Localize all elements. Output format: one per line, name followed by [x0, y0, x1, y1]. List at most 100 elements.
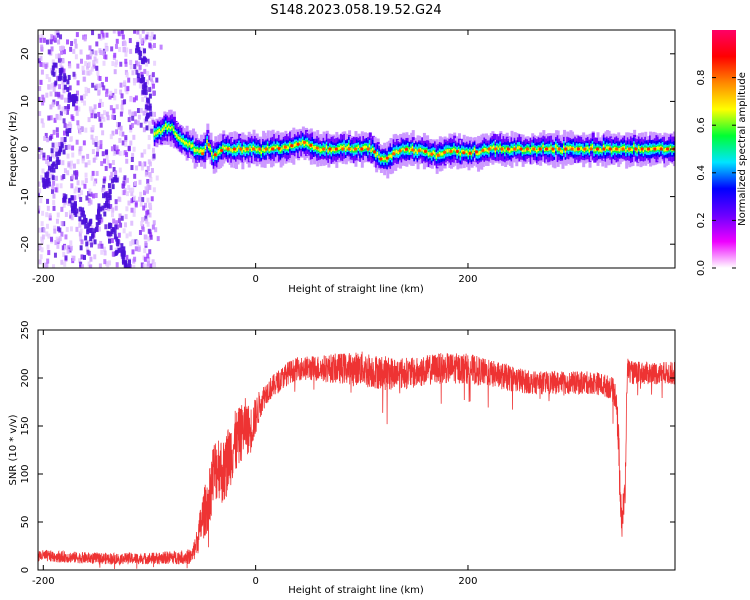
streak-dot: [84, 235, 88, 241]
noise-dot: [115, 104, 119, 110]
ridge-cell: [451, 148, 455, 153]
streak-dot: [146, 105, 150, 111]
ridge-cell: [559, 149, 563, 153]
ridge-cell: [340, 145, 344, 150]
noise-dot: [62, 173, 66, 179]
noise-dot: [50, 67, 54, 73]
noise-dot: [99, 140, 103, 146]
streak-dot: [102, 193, 106, 199]
streak-dot: [144, 89, 148, 95]
ridge-cell: [588, 149, 592, 153]
noise-dot: [95, 83, 99, 89]
ridge-peak: [341, 147, 345, 151]
noise-dot: [38, 154, 42, 160]
streak-dot: [95, 214, 99, 220]
noise-dot: [111, 92, 115, 98]
noise-dot: [78, 211, 82, 217]
noise-dot: [40, 239, 44, 245]
noise-dot: [95, 41, 99, 47]
y-tick-label: -10: [20, 188, 31, 204]
noise-dot: [134, 119, 138, 125]
noise-dot: [81, 180, 85, 186]
noise-dot: [100, 101, 104, 107]
snr-line: [38, 351, 675, 570]
noise-dot: [93, 254, 97, 260]
noise-dot: [146, 253, 150, 259]
ridge-cell: [263, 149, 267, 152]
noise-dot: [138, 83, 142, 89]
ridge-peak: [245, 147, 249, 151]
streak-dot: [66, 79, 70, 85]
noise-dot: [150, 168, 154, 174]
ridge-cell: [631, 148, 635, 152]
noise-dot: [57, 104, 61, 110]
noise-dot: [139, 122, 143, 128]
noise-dot: [147, 144, 151, 150]
noise-dot: [129, 124, 133, 130]
ridge-cell: [222, 145, 226, 149]
noise-dot: [48, 173, 52, 179]
noise-dot: [133, 180, 137, 186]
noise-dot: [136, 108, 140, 114]
noise-dot: [146, 58, 150, 64]
noise-dot: [38, 86, 42, 92]
noise-dot: [118, 213, 122, 219]
streak-dot: [52, 62, 56, 68]
noise-dot: [60, 175, 64, 181]
x-tick-label: -200: [32, 576, 55, 587]
noise-dot: [99, 240, 103, 246]
ridge-cell: [293, 143, 297, 147]
ridge-cell: [604, 148, 608, 151]
noise-dot: [52, 35, 56, 41]
streak-dot: [122, 246, 126, 252]
noise-dot: [87, 250, 91, 256]
noise-dot: [82, 34, 86, 40]
noise-dot: [151, 259, 155, 265]
noise-dot: [97, 243, 101, 249]
spectrogram-x-ticks: -200 0 200: [32, 30, 478, 285]
ridge-cell: [668, 147, 672, 151]
ridge-cell: [215, 153, 219, 157]
streak-dot: [124, 259, 128, 265]
noise-dot: [111, 207, 115, 213]
ridge-cell: [669, 146, 673, 150]
noise-dot: [82, 93, 86, 99]
ridge-cell: [644, 147, 648, 151]
noise-dot: [91, 82, 95, 88]
noise-dot: [55, 115, 59, 121]
ridge-peak: [328, 147, 332, 151]
ridge-peak: [583, 147, 587, 151]
ridge-cell: [276, 145, 280, 149]
streak-dot: [83, 254, 87, 260]
noise-dot: [101, 151, 105, 157]
streak-dot: [47, 165, 51, 171]
ridge-cell: [330, 148, 334, 153]
y-tick-label: 50: [20, 516, 31, 529]
noise-dot: [128, 38, 132, 44]
streak-dot: [84, 223, 88, 229]
noise-dot: [55, 30, 59, 34]
streak-dot: [143, 48, 147, 54]
noise-dot: [128, 187, 132, 193]
x-tick-label: -200: [32, 274, 55, 285]
streak-dot: [70, 97, 74, 103]
ridge-cell: [171, 126, 175, 129]
ridge-peak: [468, 151, 472, 155]
ridge-peak: [430, 152, 434, 156]
noise-dot: [125, 47, 129, 53]
noise-dot: [84, 86, 88, 92]
streak-dot: [141, 77, 145, 83]
noise-dot: [52, 180, 56, 186]
ridge-cell: [465, 150, 469, 154]
noise-dot: [121, 100, 125, 106]
noise-dot: [84, 91, 88, 97]
ridge-peak: [615, 147, 619, 151]
colorbar-gradient: [712, 30, 736, 268]
ridge-cell: [496, 145, 500, 149]
noise-dot: [62, 49, 66, 55]
noise-dot: [130, 207, 134, 213]
streak-dot: [101, 205, 105, 211]
noise-dot: [75, 110, 79, 116]
streak-dot: [67, 97, 71, 103]
noise-dot: [149, 234, 153, 240]
